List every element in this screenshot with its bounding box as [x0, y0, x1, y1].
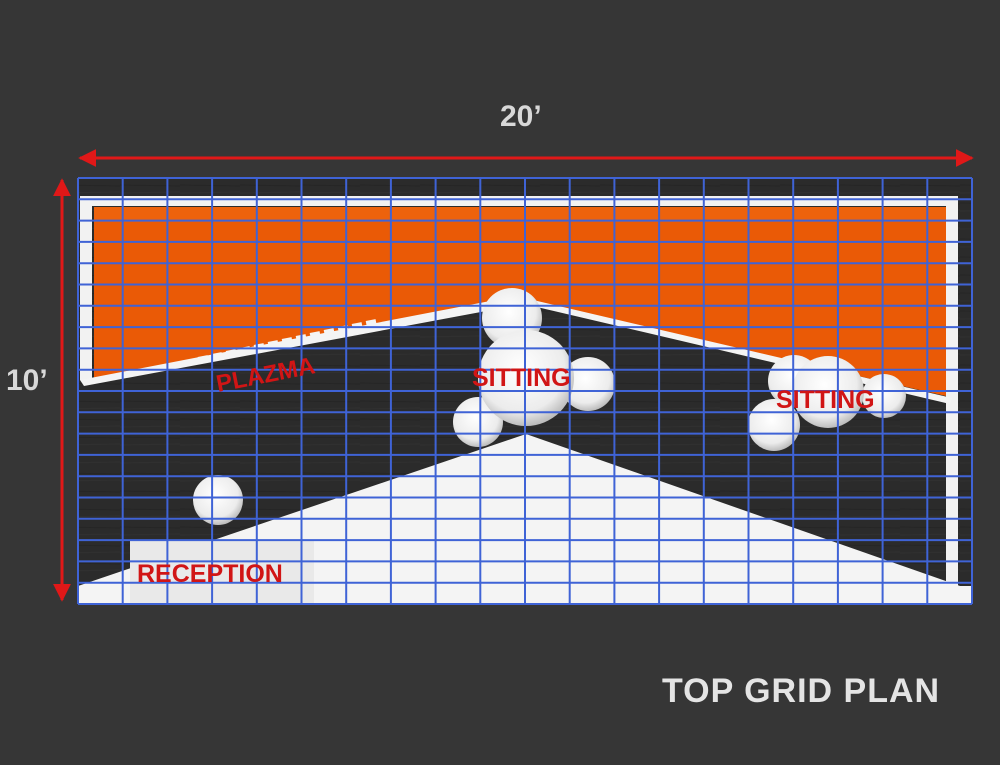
plan-title: TOP GRID PLAN [662, 672, 941, 710]
zone-label-reception: RECEPTION [137, 560, 283, 588]
zone-label-sitting-center: SITTING [472, 364, 571, 392]
wall-graphic-shade [94, 207, 946, 222]
reception-stool [193, 475, 243, 525]
width-dimension-label: 20’ [500, 100, 542, 133]
plan-grid [77, 177, 973, 605]
right-stool-side [862, 374, 906, 418]
wall-graphic-orange [94, 207, 946, 396]
zone-label-sitting-right: SITTING [776, 386, 875, 414]
reception-counter [130, 540, 314, 604]
height-dimension-label: 10’ [6, 364, 48, 397]
